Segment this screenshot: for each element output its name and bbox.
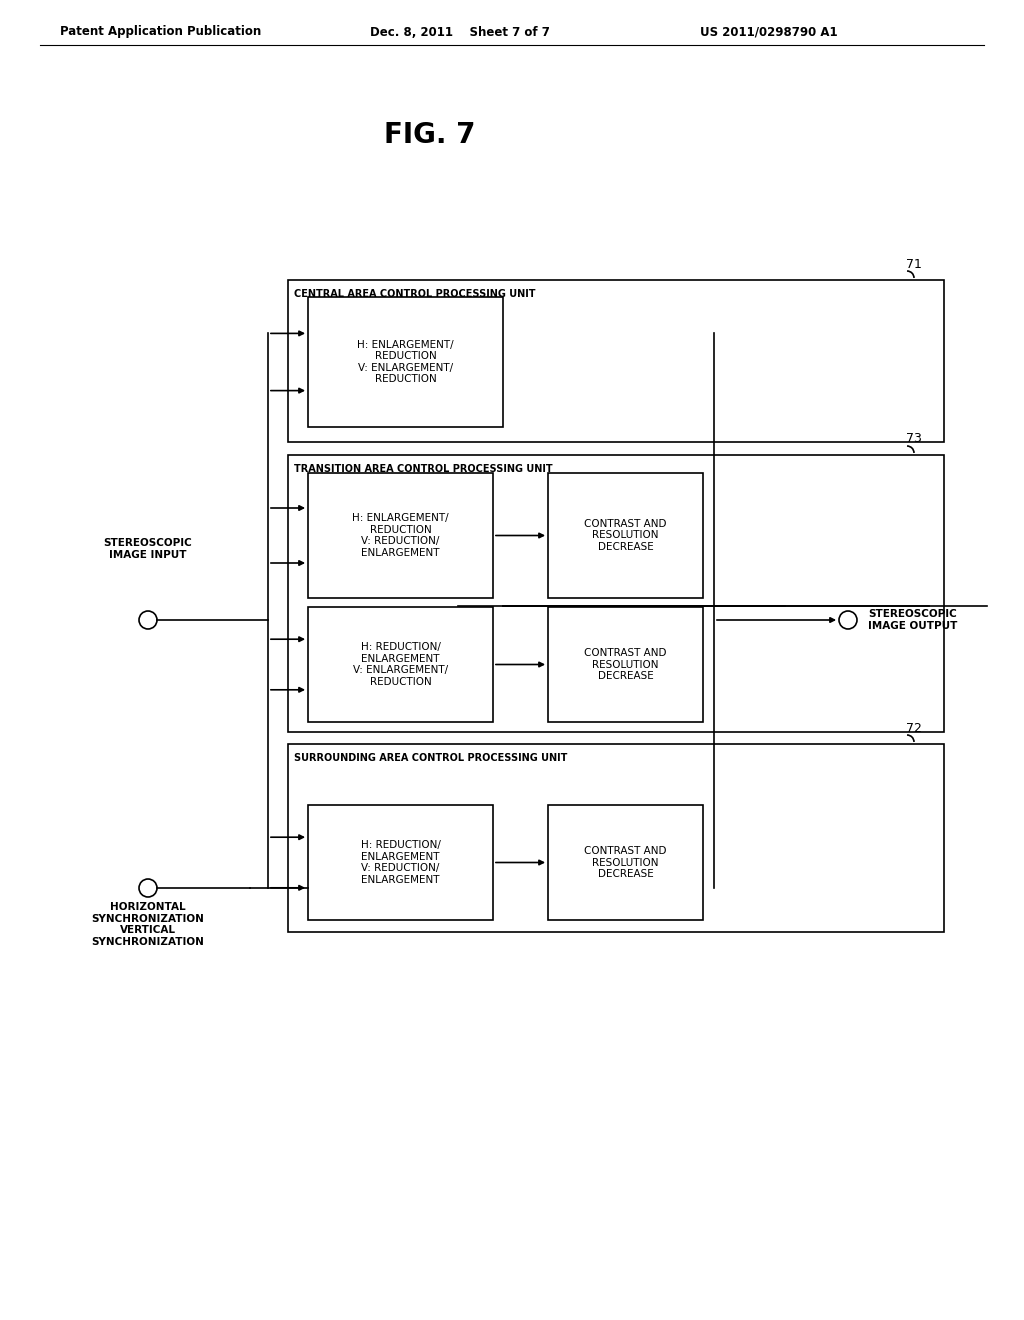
- Text: CONTRAST AND
RESOLUTION
DECREASE: CONTRAST AND RESOLUTION DECREASE: [585, 846, 667, 879]
- Text: H: REDUCTION/
ENLARGEMENT
V: ENLARGEMENT/
REDUCTION: H: REDUCTION/ ENLARGEMENT V: ENLARGEMENT…: [353, 642, 449, 686]
- Text: FIG. 7: FIG. 7: [384, 121, 476, 149]
- Text: 72: 72: [906, 722, 922, 734]
- Bar: [308, 297, 503, 426]
- Bar: [548, 805, 703, 920]
- Text: H: REDUCTION/
ENLARGEMENT
V: REDUCTION/
ENLARGEMENT: H: REDUCTION/ ENLARGEMENT V: REDUCTION/ …: [360, 840, 440, 884]
- Text: Patent Application Publication: Patent Application Publication: [60, 25, 261, 38]
- Bar: [308, 473, 493, 598]
- Text: STEREOSCOPIC
IMAGE INPUT: STEREOSCOPIC IMAGE INPUT: [103, 539, 193, 560]
- Bar: [288, 280, 944, 442]
- Text: SURROUNDING AREA CONTROL PROCESSING UNIT: SURROUNDING AREA CONTROL PROCESSING UNIT: [294, 752, 567, 763]
- Bar: [288, 455, 944, 733]
- Text: H: ENLARGEMENT/
REDUCTION
V: REDUCTION/
ENLARGEMENT: H: ENLARGEMENT/ REDUCTION V: REDUCTION/ …: [352, 513, 449, 558]
- Text: 71: 71: [906, 257, 922, 271]
- Text: STEREOSCOPIC
IMAGE OUTPUT: STEREOSCOPIC IMAGE OUTPUT: [868, 610, 957, 631]
- Text: CONTRAST AND
RESOLUTION
DECREASE: CONTRAST AND RESOLUTION DECREASE: [585, 648, 667, 681]
- Text: H: ENLARGEMENT/
REDUCTION
V: ENLARGEMENT/
REDUCTION: H: ENLARGEMENT/ REDUCTION V: ENLARGEMENT…: [357, 339, 454, 384]
- Text: US 2011/0298790 A1: US 2011/0298790 A1: [700, 25, 838, 38]
- Text: 73: 73: [906, 433, 922, 446]
- Bar: [548, 473, 703, 598]
- Text: CONTRAST AND
RESOLUTION
DECREASE: CONTRAST AND RESOLUTION DECREASE: [585, 519, 667, 552]
- Bar: [288, 744, 944, 932]
- Bar: [308, 805, 493, 920]
- Bar: [308, 607, 493, 722]
- Bar: [548, 607, 703, 722]
- Text: CENTRAL AREA CONTROL PROCESSING UNIT: CENTRAL AREA CONTROL PROCESSING UNIT: [294, 289, 536, 300]
- Text: TRANSITION AREA CONTROL PROCESSING UNIT: TRANSITION AREA CONTROL PROCESSING UNIT: [294, 465, 553, 474]
- Text: Dec. 8, 2011    Sheet 7 of 7: Dec. 8, 2011 Sheet 7 of 7: [370, 25, 550, 38]
- Text: HORIZONTAL
SYNCHRONIZATION
VERTICAL
SYNCHRONIZATION: HORIZONTAL SYNCHRONIZATION VERTICAL SYNC…: [91, 902, 205, 946]
